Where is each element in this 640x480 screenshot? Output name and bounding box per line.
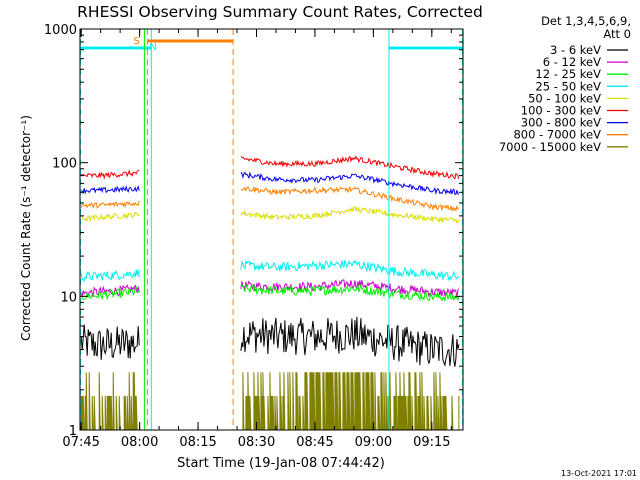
x-axis-label: Start Time (19-Jan-08 07:44:42)	[177, 456, 385, 471]
x-tick-label: 08:00	[121, 435, 158, 450]
x-tick-label: 08:30	[238, 435, 275, 450]
chart-title: RHESSI Observing Summary Count Rates, Co…	[77, 3, 483, 21]
series-50-100-kev	[80, 205, 460, 224]
x-tick-label: 09:00	[355, 435, 392, 450]
series-trace-segment	[80, 211, 140, 223]
series-trace-segment	[80, 169, 140, 180]
legend-label: 50 - 100 keV	[528, 91, 601, 105]
y-tick-label: 100	[52, 157, 77, 172]
y-tick-label: 1	[69, 424, 77, 439]
series-trace-segment	[240, 155, 460, 180]
series-trace-segment	[80, 285, 140, 301]
legend-label: 800 - 7000 keV	[513, 128, 601, 142]
series-trace-segment	[240, 279, 460, 298]
y-tick-label: 10	[60, 290, 77, 305]
series-trace-segment	[240, 372, 460, 430]
legend-label: 3 - 6 keV	[550, 43, 601, 57]
legend-header-line-2: Att 0	[603, 27, 631, 41]
series-trace-segment	[80, 269, 140, 283]
legend-label: 7000 - 15000 keV	[499, 140, 601, 154]
series-trace-segment	[240, 316, 460, 367]
n-label: N	[149, 42, 156, 53]
series-7000-15000-kev	[80, 372, 460, 430]
series-trace-segment	[240, 259, 460, 282]
legend-label: 300 - 800 keV	[521, 116, 601, 130]
series-trace-segment	[80, 372, 140, 430]
footer-date: 13-Oct-2021 17:01	[561, 469, 637, 478]
series-25-50-kev	[80, 259, 460, 283]
series-trace-segment	[240, 283, 460, 302]
series-12-25-kev	[80, 283, 460, 302]
series-trace-segment	[80, 200, 140, 210]
series-trace-segment	[81, 185, 140, 195]
legend-label: 25 - 50 keV	[535, 79, 601, 93]
series-trace-segment	[240, 205, 460, 224]
series-3-6-kev	[80, 316, 460, 367]
y-axis-label: Corrected Count Rate (s⁻¹ detector⁻¹)	[19, 115, 33, 341]
legend-label: 6 - 12 keV	[543, 55, 601, 69]
plot-frame	[79, 28, 464, 431]
legend-label: 100 - 300 keV	[521, 104, 601, 118]
legend-label: 12 - 25 keV	[535, 67, 601, 81]
series-300-800-kev	[81, 171, 460, 196]
x-tick-label: 07:45	[62, 435, 99, 450]
x-tick-label: 08:45	[296, 435, 333, 450]
y-tick-label: 1000	[44, 23, 77, 38]
series-trace-segment	[80, 324, 140, 360]
series-800-7000-kev	[80, 185, 460, 213]
series-100-300-kev	[80, 155, 460, 180]
x-tick-label: 08:15	[179, 435, 216, 450]
s-label: S	[133, 36, 139, 47]
series-trace-segment	[240, 185, 460, 213]
legend-header-line-1: Det 1,3,4,5,6,9,	[541, 14, 631, 28]
series-trace-segment	[240, 171, 460, 196]
x-tick-label: 09:15	[413, 435, 450, 450]
